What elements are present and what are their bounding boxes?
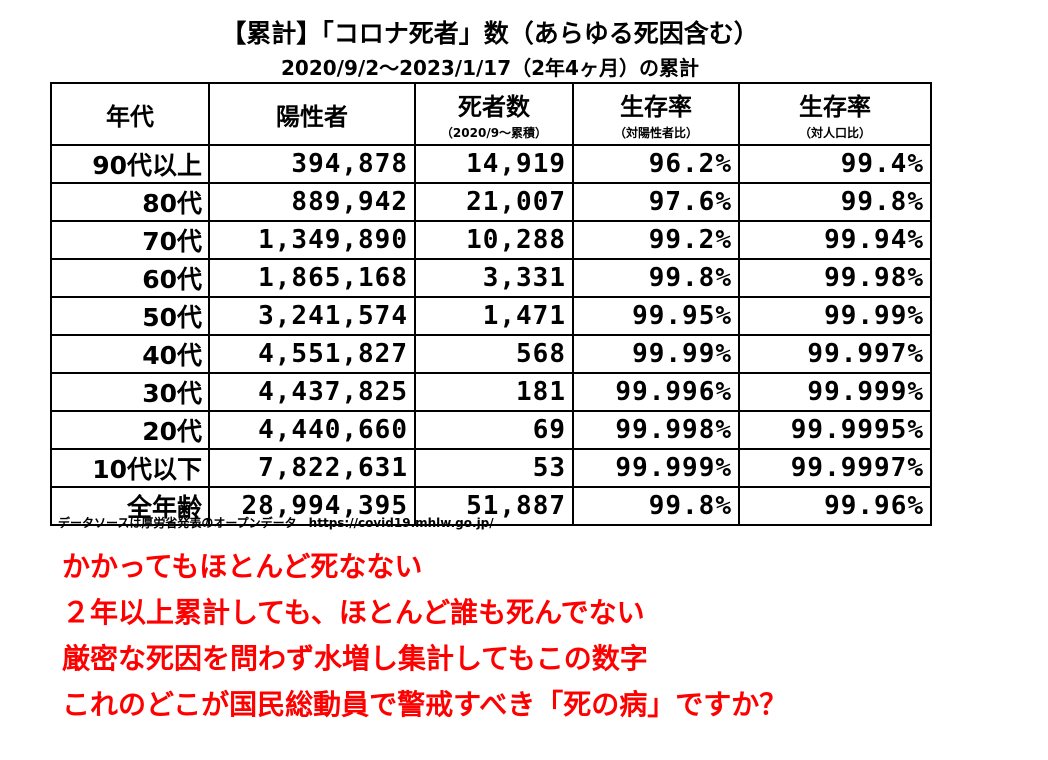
table-row: 90代以上 394,878 14,919 96.2% 99.4% [50,144,932,184]
survival-population-cell: 99.8% [738,182,932,222]
survival-population-cell: 99.9997% [738,448,932,488]
age-cell: 80代 [50,182,210,222]
age-cell: 20代 [50,410,210,450]
table-row: 70代 1,349,890 10,288 99.2% 99.94% [50,220,932,260]
table-row: 80代 889,942 21,007 97.6% 99.8% [50,182,932,222]
deaths-cell: 14,919 [414,144,574,184]
survival-positive-cell: 97.6% [572,182,740,222]
survival-positive-cell: 99.8% [572,486,740,526]
header-deaths: 死者数 （2020/9～累積） [414,82,574,146]
survival-positive-cell: 99.99% [572,334,740,374]
header-age: 年代 [50,82,210,146]
message-line: これのどこが国民総動員で警戒すべき「死の病」ですか？ [62,688,788,721]
age-cell: 10代以下 [50,448,210,488]
deaths-cell: 3,331 [414,258,574,298]
age-cell: 60代 [50,258,210,298]
header-positive: 陽性者 [208,82,416,146]
deaths-cell: 51,887 [414,486,574,526]
table-row: 20代 4,440,660 69 99.998% 99.9995% [50,410,932,450]
deaths-cell: 53 [414,448,574,488]
survival-positive-cell: 99.95% [572,296,740,336]
message-line: かかってもほとんど死なない [62,550,423,583]
deaths-cell: 181 [414,372,574,412]
deaths-cell: 568 [414,334,574,374]
survival-population-cell: 99.999% [738,372,932,412]
survival-population-cell: 99.4% [738,144,932,184]
positive-cell: 28,994,395 [208,486,416,526]
deaths-cell: 1,471 [414,296,574,336]
age-cell: 40代 [50,334,210,374]
positive-cell: 1,865,168 [208,258,416,298]
survival-positive-cell: 99.2% [572,220,740,260]
table-row: 60代 1,865,168 3,331 99.8% 99.98% [50,258,932,298]
survival-population-cell: 99.98% [738,258,932,298]
survival-positive-cell: 99.996% [572,372,740,412]
survival-population-cell: 99.94% [738,220,932,260]
age-cell: 90代以上 [50,144,210,184]
positive-cell: 4,440,660 [208,410,416,450]
survival-population-cell: 99.9995% [738,410,932,450]
positive-cell: 1,349,890 [208,220,416,260]
age-cell: 50代 [50,296,210,336]
positive-cell: 7,822,631 [208,448,416,488]
survival-population-cell: 99.997% [738,334,932,374]
survival-positive-cell: 99.8% [572,258,740,298]
data-source-note: データソースは厚労省発表のオープンデータ https://covid19.mhl… [58,516,494,530]
table-row: 40代 4,551,827 568 99.99% 99.997% [50,334,932,374]
table-row: 全年齢 28,994,395 51,887 99.8% 99.96% [50,486,932,526]
stats-table: 年代 陽性者 死者数 （2020/9～累積） 生存率 （対陽性者比） 生存率 （対人口… [50,82,932,526]
positive-cell: 394,878 [208,144,416,184]
table-row: 10代以下 7,822,631 53 99.999% 99.9997% [50,448,932,488]
survival-positive-cell: 99.998% [572,410,740,450]
message-line: ２年以上累計しても、ほとんど誰も死んでない [62,596,645,629]
positive-cell: 4,551,827 [208,334,416,374]
deaths-cell: 69 [414,410,574,450]
age-cell: 全年齢 [50,486,210,526]
page-title: 【累計】「コロナ死者」数（あらゆる死因含む） [221,19,759,48]
header-survival-population: 生存率 （対人口比） [738,82,932,146]
header-survival-positive: 生存率 （対陽性者比） [572,82,740,146]
table-row: 30代 4,437,825 181 99.996% 99.999% [50,372,932,412]
table-body: 90代以上 394,878 14,919 96.2% 99.4% 80代 889,942 21… [50,144,932,526]
positive-cell: 4,437,825 [208,372,416,412]
positive-cell: 3,241,574 [208,296,416,336]
age-cell: 70代 [50,220,210,260]
age-cell: 30代 [50,372,210,412]
message-block: かかってもほとんど死なない ２年以上累計しても、ほとんど誰も死んでない 厳密な死… [62,544,787,728]
message-line: 厳密な死因を問わず水増し集計してもこの数字 [62,642,648,675]
table-header-row: 年代 陽性者 死者数 （2020/9～累積） 生存率 （対陽性者比） 生存率 （対人口… [50,82,932,146]
survival-population-cell: 99.96% [738,486,932,526]
survival-population-cell: 99.99% [738,296,932,336]
deaths-cell: 21,007 [414,182,574,222]
positive-cell: 889,942 [208,182,416,222]
survival-positive-cell: 99.999% [572,448,740,488]
table-row: 50代 3,241,574 1,471 99.95% 99.99% [50,296,932,336]
page-subtitle: 2020/9/2～2023/1/17（2年4ヶ月）の累計 [281,56,699,80]
survival-positive-cell: 96.2% [572,144,740,184]
deaths-cell: 10,288 [414,220,574,260]
